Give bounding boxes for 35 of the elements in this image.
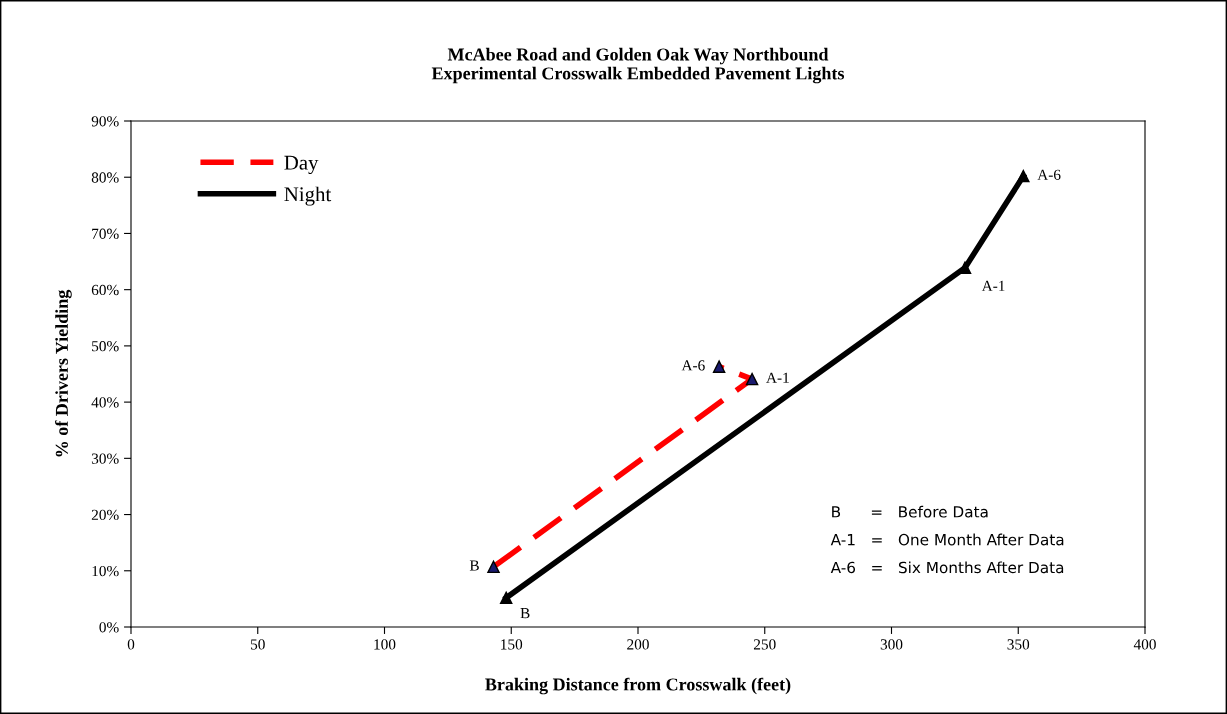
y-tick-label: 40% xyxy=(91,397,119,408)
x-tick-label: 200 xyxy=(627,639,649,650)
x-tick-label: 400 xyxy=(1133,639,1156,650)
annotation: B xyxy=(469,560,479,571)
annotation: A-6 xyxy=(681,360,705,371)
y-tick-label: 0% xyxy=(99,622,119,633)
x-axis-title: Braking Distance from Crosswalk (feet) xyxy=(485,677,791,695)
y-tick-label: 50% xyxy=(92,341,119,352)
x-tick-label: 50 xyxy=(251,639,265,650)
x-tick-label: 100 xyxy=(374,639,396,650)
point xyxy=(1017,169,1030,183)
annotation: B = Before Data xyxy=(832,505,988,518)
y-tick-label: 70% xyxy=(92,228,119,239)
chart-title: McAbee Road and Golden Oak Way Northbound Experimental Crosswalk Embedded Pavement Lights xyxy=(431,47,845,84)
annotation: A-1 xyxy=(981,280,1005,291)
x-tick-label: 150 xyxy=(501,639,523,650)
y-tick-label: 80% xyxy=(91,172,119,183)
x-tick-label: 350 xyxy=(1007,639,1030,650)
y-tick-label: 10% xyxy=(92,565,119,577)
x-tick-label: 0 xyxy=(127,639,135,650)
y-tick-label: 60% xyxy=(91,284,119,296)
annotation: A-1 = One Month After Data xyxy=(830,533,1064,546)
annotation: A-6 = Six Months After Data xyxy=(830,561,1064,574)
annotation: A-6 xyxy=(1037,169,1061,180)
legend-label: Night xyxy=(284,186,332,206)
point xyxy=(499,591,513,605)
legend-label: Day xyxy=(284,155,319,175)
y-axis-title: % of Drivers Yielding xyxy=(55,289,72,457)
y-tick-label: 30% xyxy=(91,453,119,464)
y-tick-label: 20% xyxy=(91,509,119,521)
y-tick-label: 90% xyxy=(91,116,119,127)
x-tick-label: 250 xyxy=(753,639,776,650)
annotation: A-1 xyxy=(766,372,789,383)
annotation: B xyxy=(520,608,530,619)
x-tick-label: 300 xyxy=(880,639,903,650)
